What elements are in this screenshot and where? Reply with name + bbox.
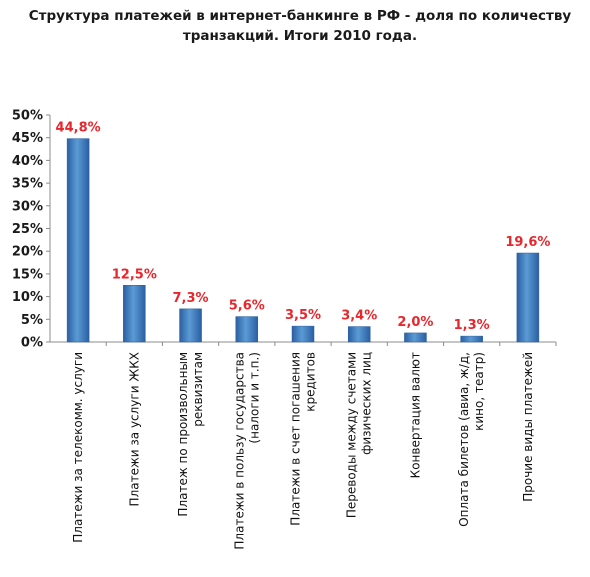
category-label: Платежи за услуги ЖКХ (127, 352, 141, 506)
bar (291, 325, 315, 343)
data-label: 3,5% (285, 308, 321, 323)
bar (347, 326, 371, 343)
data-label: 12,5% (112, 267, 157, 282)
data-label: 5,6% (229, 299, 265, 314)
category-label-line: Переводы между счетами (345, 352, 359, 518)
category-label-line: Прочие виды платежей (521, 352, 535, 502)
bar (516, 252, 540, 343)
y-tick-label: 10% (12, 290, 43, 305)
chart-title-line-2: транзакций. Итоги 2010 года. (182, 28, 418, 44)
category-label-line: Платежи в счет погашения (289, 352, 303, 526)
category-label-line: Платеж по произвольным (176, 352, 190, 517)
category-label-line: Платежи в пользу государства (232, 352, 246, 550)
y-tick-label: 0% (21, 336, 43, 351)
y-tick-label: 20% (12, 245, 43, 260)
category-label: Конвертация валют (408, 352, 422, 478)
bar (235, 316, 259, 343)
category-label-line: кредитов (304, 352, 318, 412)
category-label-line: кино, театр) (472, 352, 486, 431)
bar (123, 285, 146, 343)
category-label-line: Платежи за телекомм. услуги (71, 352, 85, 543)
y-tick-label: 30% (12, 199, 43, 214)
bar (404, 332, 427, 343)
y-tick-label: 45% (12, 131, 43, 146)
category-label-line: Конвертация валют (408, 352, 422, 478)
y-tick-label: 50% (12, 109, 43, 124)
category-label: Оплата билетов (авиа, ж/д, кино, театр) (457, 352, 486, 527)
y-tick-label: 15% (12, 267, 43, 282)
data-label: 7,3% (173, 291, 209, 306)
category-label-line: Оплата билетов (авиа, ж/д, (457, 352, 471, 527)
category-label-line: Платежи за услуги ЖКХ (127, 352, 141, 506)
category-label-line: физических лиц (360, 352, 374, 455)
category-label: Прочие виды платежей (521, 352, 535, 502)
chart-title: Структура платежей в интернет-банкинге в… (20, 6, 580, 46)
bar (66, 138, 90, 343)
data-label: 1,3% (454, 318, 490, 333)
y-tick-label: 40% (12, 154, 43, 169)
data-label: 3,4% (341, 309, 377, 324)
chart-title-line-1: Структура платежей в интернет-банкинге в… (28, 8, 572, 24)
category-label: Платежи в счет погашения кредитов (289, 352, 318, 526)
category-label-line: реквизитам (191, 352, 205, 427)
category-label: Переводы между счетами физических лиц (345, 352, 374, 518)
data-label: 2,0% (397, 315, 433, 330)
category-label: Платежи за телекомм. услуги (71, 352, 85, 543)
bar (460, 335, 483, 343)
data-label: 19,6% (505, 235, 550, 250)
category-label: Платежи в пользу государства (налоги и т.… (232, 352, 261, 550)
data-label: 44,8% (56, 121, 101, 136)
y-tick-label: 5% (21, 313, 43, 328)
category-label-line: (налоги и т.п.) (247, 352, 261, 444)
y-tick-label: 35% (12, 177, 43, 192)
y-tick-label: 25% (12, 222, 43, 237)
bar (179, 308, 202, 343)
category-label: Платеж по произвольным реквизитам (176, 352, 205, 517)
